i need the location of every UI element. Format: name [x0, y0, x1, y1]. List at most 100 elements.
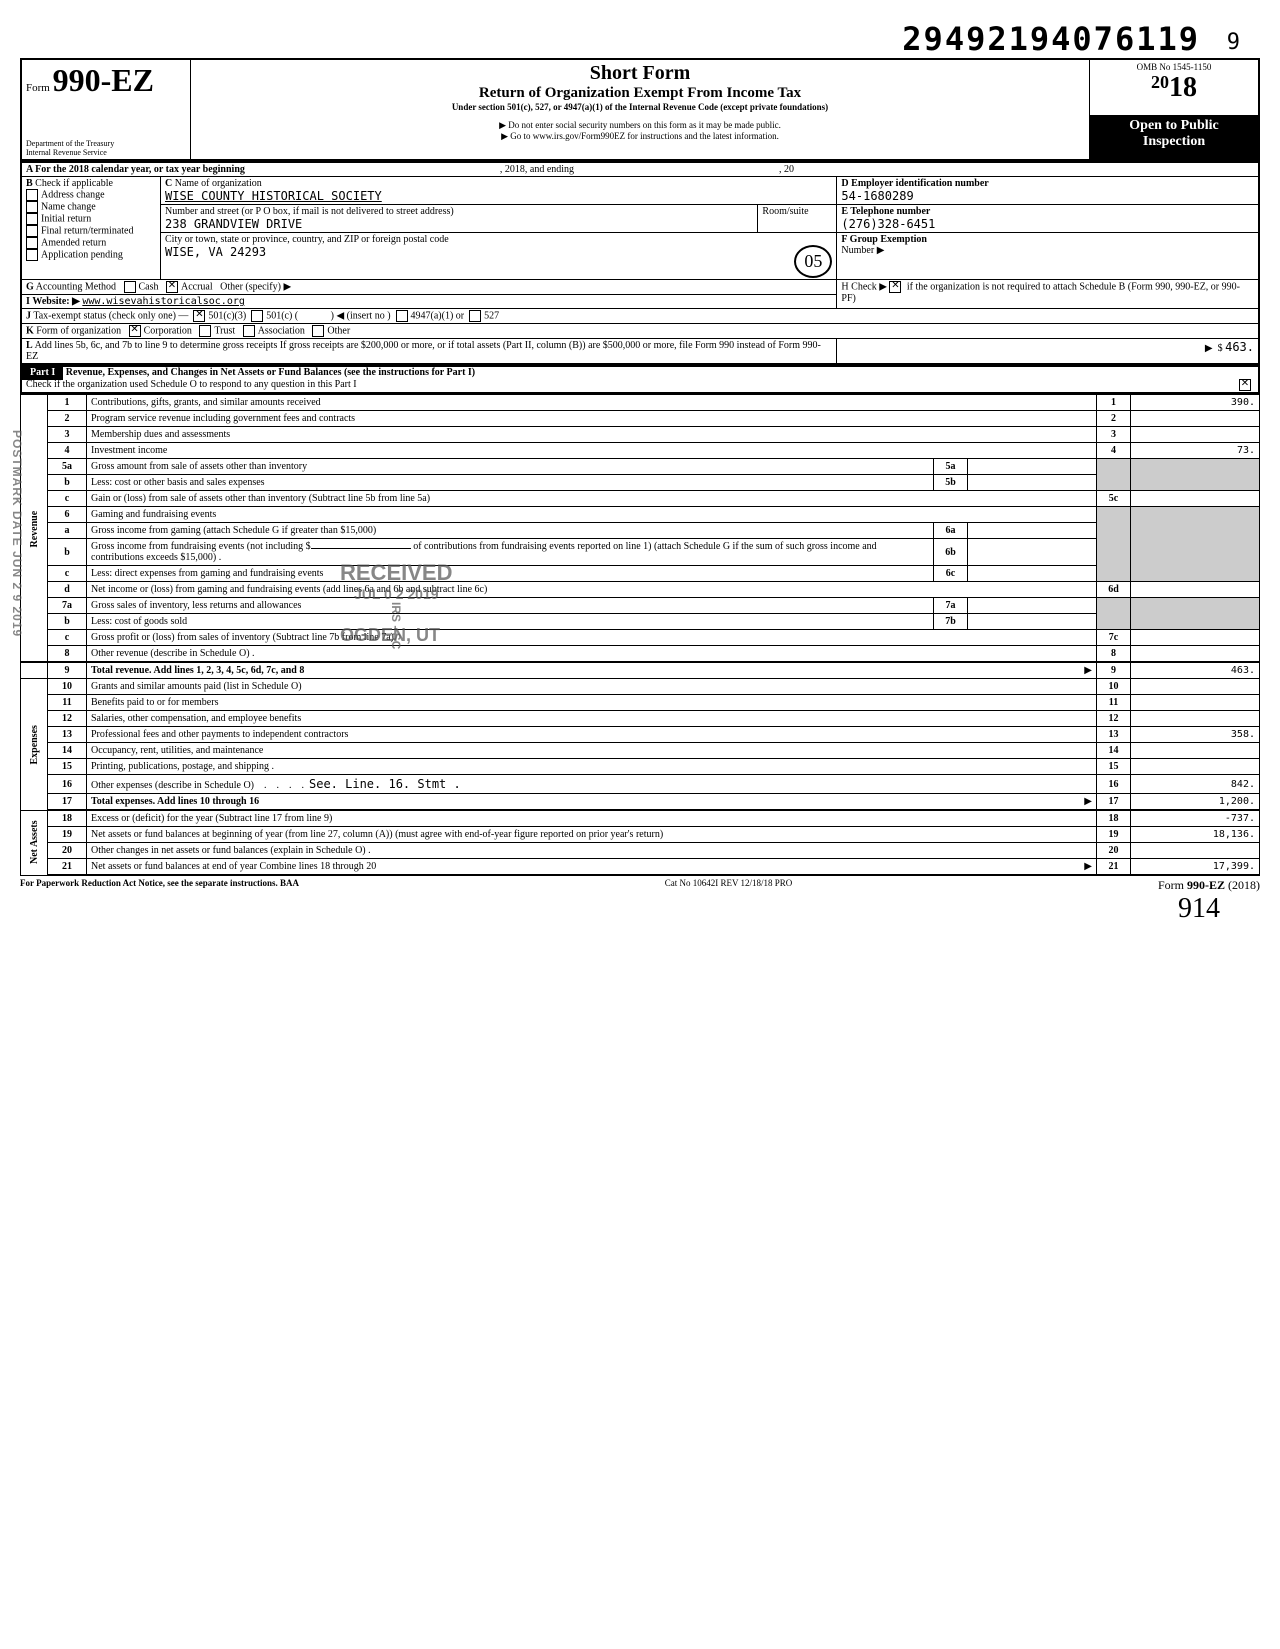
line-15-box: 15 — [1097, 759, 1131, 775]
line-10-text: Grants and similar amounts paid (list in… — [87, 679, 1097, 695]
org-name: WISE COUNTY HISTORICAL SOCIETY — [165, 189, 382, 203]
title-return: Return of Organization Exempt From Incom… — [195, 85, 1085, 102]
line-13-text: Professional fees and other payments to … — [87, 727, 1097, 743]
handwritten-circle: 05 — [794, 245, 832, 278]
label-trust: Trust — [214, 325, 235, 336]
g-text: Accounting Method — [36, 281, 116, 292]
line-20-amount — [1131, 843, 1260, 859]
line-11-box: 11 — [1097, 695, 1131, 711]
label-insert-no: ) ◀ (insert no ) — [331, 310, 391, 321]
line-5a-text: Gross amount from sale of assets other t… — [87, 459, 934, 475]
label-other-org: Other — [327, 325, 350, 336]
checkbox-trust[interactable] — [199, 325, 211, 337]
checkbox-amended-return[interactable] — [26, 237, 38, 249]
dept-irs: Internal Revenue Service — [26, 148, 186, 157]
checkbox-name-change[interactable] — [26, 201, 38, 213]
dln-side-digit: 9 — [1227, 30, 1240, 55]
label-other-method: Other (specify) ▶ — [220, 281, 291, 292]
f-number: Number ▶ — [841, 245, 884, 256]
section-a-table: A For the 2018 calendar year, or tax yea… — [20, 161, 1260, 365]
label-initial-return: Initial return — [41, 213, 91, 224]
line-8-text: Other revenue (describe in Schedule O) . — [87, 646, 1097, 663]
line-3-amount — [1131, 427, 1260, 443]
l-arrow: ▶ — [1205, 343, 1213, 354]
website-url: www.wisevahistoricalsoc.org — [82, 296, 245, 307]
line-15-num: 15 — [48, 759, 87, 775]
line-11-amount — [1131, 695, 1260, 711]
line-7a-num: 7a — [48, 598, 87, 614]
i-label: I — [26, 296, 30, 307]
line-19-box: 19 — [1097, 827, 1131, 843]
checkbox-schedule-b[interactable] — [889, 281, 901, 293]
line-9-box: 9 — [1097, 662, 1131, 679]
line-5c-num: c — [48, 491, 87, 507]
c-name-label: Name of organization — [175, 178, 262, 189]
line-7a-text: Gross sales of inventory, less returns a… — [87, 598, 934, 614]
checkbox-schedule-o-part1[interactable] — [1239, 379, 1251, 391]
checkbox-4947[interactable] — [396, 310, 408, 322]
line-18-text: Excess or (deficit) for the year (Subtra… — [87, 810, 1097, 827]
line-10-amount — [1131, 679, 1260, 695]
title-short-form: Short Form — [195, 62, 1085, 85]
checkbox-association[interactable] — [243, 325, 255, 337]
checkbox-application-pending[interactable] — [26, 249, 38, 261]
checkbox-527[interactable] — [469, 310, 481, 322]
line-19-text: Net assets or fund balances at beginning… — [87, 827, 1097, 843]
checkbox-501c[interactable] — [251, 310, 263, 322]
line-6d-text: Net income or (loss) from gaming and fun… — [87, 582, 1097, 598]
omb-number: OMB No 1545-1150 — [1094, 62, 1254, 72]
line-7c-amount — [1131, 630, 1260, 646]
line-6b-num: b — [48, 539, 87, 566]
footer-form-no: Form 990-EZ (2018) — [1158, 878, 1260, 893]
line-12-amount — [1131, 711, 1260, 727]
line-5c-box: 5c — [1097, 491, 1131, 507]
open-to-public-badge: Open to Public Inspection — [1090, 115, 1260, 160]
label-address-change: Address change — [41, 189, 105, 200]
line-4-box: 4 — [1097, 443, 1131, 459]
part1-title: Revenue, Expenses, and Changes in Net As… — [66, 367, 475, 378]
line-10-num: 10 — [48, 679, 87, 695]
line-21-text: Net assets or fund balances at end of ye… — [87, 859, 1097, 876]
form-prefix: Form — [26, 82, 50, 94]
line-16-text: Other expenses (describe in Schedule O) … — [87, 775, 1097, 794]
line-12-box: 12 — [1097, 711, 1131, 727]
line-18-num: 18 — [48, 810, 87, 827]
checkbox-501c3[interactable] — [193, 310, 205, 322]
checkbox-corporation[interactable] — [129, 325, 141, 337]
footer: For Paperwork Reduction Act Notice, see … — [20, 876, 1260, 893]
line-2-num: 2 — [48, 411, 87, 427]
dln: 29492194076119 — [20, 20, 1260, 58]
line-5a-amount — [968, 459, 1097, 475]
title-ssn-warning: ▶ Do not enter social security numbers o… — [195, 120, 1085, 131]
line-20-num: 20 — [48, 843, 87, 859]
checkbox-initial-return[interactable] — [26, 213, 38, 225]
line-a-label: A For the 2018 calendar year, or tax yea… — [26, 164, 245, 175]
line-9-amount: 463. — [1131, 662, 1260, 679]
line-6d-num: d — [48, 582, 87, 598]
line-21-amount: 17,399. — [1131, 859, 1260, 876]
label-application-pending: Application pending — [41, 249, 123, 260]
line-17-box: 17 — [1097, 794, 1131, 811]
line-5a-num: 5a — [48, 459, 87, 475]
line-18-box: 18 — [1097, 810, 1131, 827]
line-17-text: Total expenses. Add lines 10 through 16 … — [87, 794, 1097, 811]
line-14-text: Occupancy, rent, utilities, and maintena… — [87, 743, 1097, 759]
h-text: H Check ▶ — [841, 281, 886, 292]
line-11-num: 11 — [48, 695, 87, 711]
checkbox-address-change[interactable] — [26, 189, 38, 201]
checkbox-accrual[interactable] — [166, 281, 178, 293]
label-501c: 501(c) ( — [266, 310, 298, 321]
checkbox-cash[interactable] — [124, 281, 136, 293]
city-state-zip: WISE, VA 24293 — [165, 245, 266, 259]
line-16-box: 16 — [1097, 775, 1131, 794]
line-16-num: 16 — [48, 775, 87, 794]
dept-treasury: Department of the Treasury — [26, 139, 186, 148]
line-9-num: 9 — [48, 662, 87, 679]
line-8-box: 8 — [1097, 646, 1131, 663]
checkbox-other-org[interactable] — [312, 325, 324, 337]
line-3-num: 3 — [48, 427, 87, 443]
line-6a-num: a — [48, 523, 87, 539]
checkbox-final-return[interactable] — [26, 225, 38, 237]
line-4-num: 4 — [48, 443, 87, 459]
label-corporation: Corporation — [144, 325, 192, 336]
